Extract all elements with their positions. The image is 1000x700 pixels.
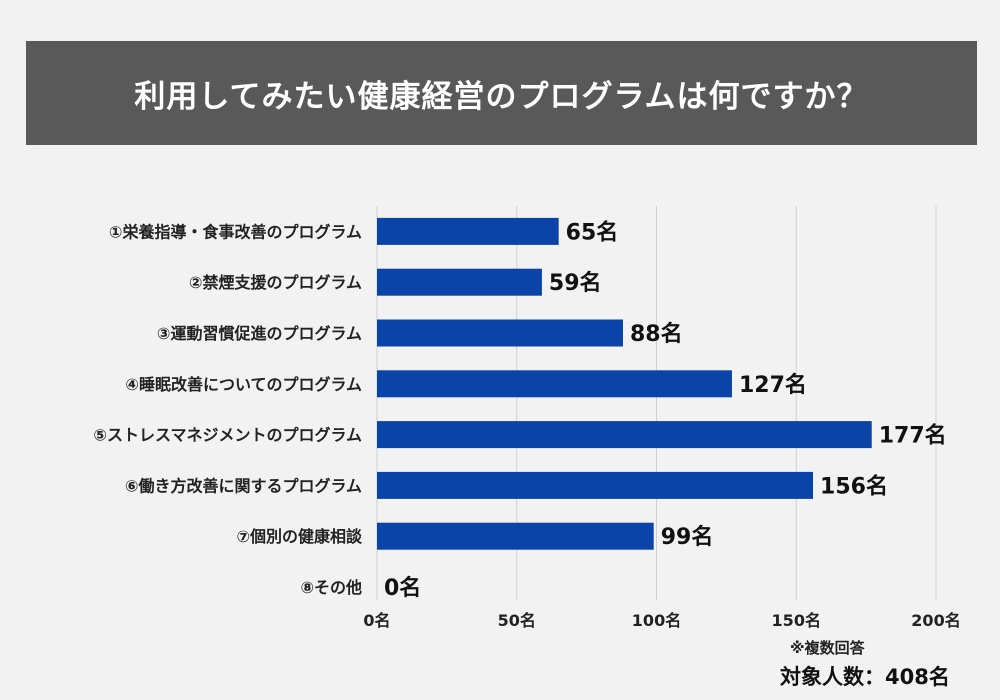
- category-label: ⑤ストレスマネジメントのプログラム: [93, 426, 362, 445]
- chart-title: 利用してみたい健康経営のプログラムは何ですか？: [134, 78, 869, 115]
- category-label: ③運動習慣促進のプログラム: [157, 324, 362, 343]
- bar: [377, 522, 654, 550]
- title-banner: 利用してみたい健康経営のプログラムは何ですか？: [26, 41, 977, 145]
- bar: [377, 319, 623, 347]
- category-label: ⑦個別の健康相談: [236, 527, 363, 546]
- category-label: ⑥働き方改善に関するプログラム: [125, 476, 362, 495]
- bar: [377, 471, 814, 499]
- x-tick-label: 200名: [911, 611, 960, 630]
- value-label: 0名: [384, 575, 421, 601]
- value-label: 59名: [549, 270, 602, 296]
- category-label: ②禁煙支援のプログラム: [189, 273, 362, 292]
- x-tick-label: 100名: [632, 611, 681, 630]
- x-tick-label: 0名: [363, 611, 390, 630]
- value-label: 177名: [879, 423, 947, 449]
- multiple-answer-note: ※複数回答: [790, 639, 865, 657]
- bar: [377, 268, 542, 296]
- respondent-count: 対象人数：408名: [780, 665, 950, 689]
- bar: [377, 217, 559, 245]
- category-label: ⑧その他: [300, 578, 362, 597]
- value-label: 99名: [661, 524, 714, 550]
- bar: [377, 370, 732, 398]
- value-label: 156名: [820, 473, 888, 499]
- bar: [377, 421, 872, 449]
- value-label: 127名: [739, 372, 807, 398]
- value-label: 88名: [630, 321, 683, 347]
- x-tick-label: 150名: [772, 611, 821, 630]
- value-label: 65名: [566, 219, 619, 245]
- category-label: ①栄養指導・食事改善のプログラム: [109, 222, 362, 241]
- category-label: ④睡眠改善についてのプログラム: [125, 375, 362, 394]
- x-tick-label: 50名: [498, 611, 536, 630]
